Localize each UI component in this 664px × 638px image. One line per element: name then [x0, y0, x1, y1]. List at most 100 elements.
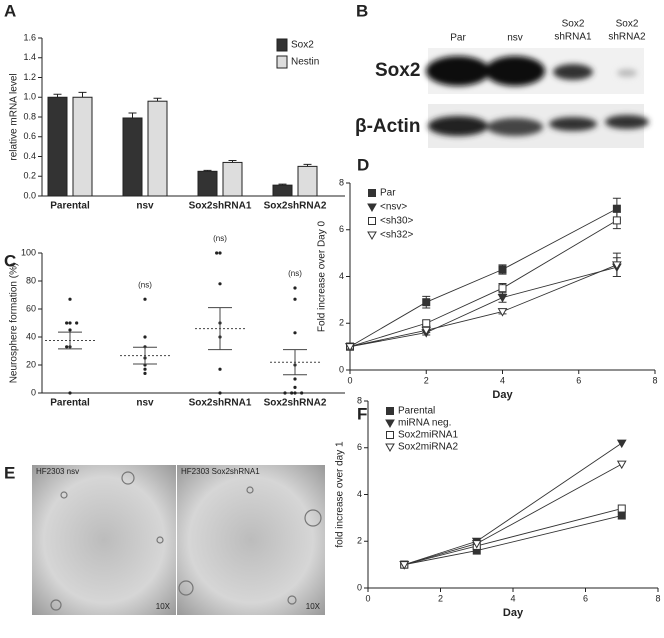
x-tick-label: 2 — [424, 375, 429, 385]
marker — [617, 511, 626, 520]
bands — [426, 56, 649, 136]
error-bar — [303, 163, 312, 167]
error-bar — [53, 93, 62, 98]
y-axis-label: fold increase over day 1 — [335, 441, 346, 548]
x-tick-label: Sox2shRNA2 — [264, 201, 327, 212]
x-tick-label: 8 — [655, 593, 660, 603]
dot — [293, 391, 297, 395]
x-tick-label: 6 — [583, 593, 588, 603]
row-label: Sox2 — [375, 60, 420, 81]
bar — [272, 184, 293, 197]
panel-label: E — [4, 463, 15, 482]
legend-marker — [367, 231, 377, 241]
micrographs: E HF2303 nsv HF2303 Sox2shRNA1 10X 10X — [4, 463, 325, 615]
dot — [293, 377, 297, 381]
legend-label: Nestin — [291, 57, 319, 68]
line — [349, 208, 618, 348]
dot — [293, 331, 297, 335]
x-tick-label: Sox2shRNA1 — [189, 201, 252, 212]
x-tick-label: Parental — [50, 201, 90, 212]
dot — [218, 251, 222, 255]
dot — [75, 321, 79, 325]
x-tick-label: 8 — [652, 375, 657, 385]
dot — [143, 335, 147, 339]
legend-marker — [386, 431, 394, 439]
panel-label: D — [357, 155, 369, 174]
x-tick-label: 6 — [576, 375, 581, 385]
y-tick-label: 6 — [357, 442, 362, 452]
x-tick-label: 2 — [438, 593, 443, 603]
legend-marker — [368, 189, 376, 197]
dot — [293, 385, 297, 389]
dot — [143, 297, 147, 301]
y-tick-label: 8 — [357, 395, 362, 405]
x-tick-label: 0 — [347, 375, 352, 385]
dot — [143, 371, 147, 375]
error-bar — [203, 169, 212, 172]
lane-label: Par — [450, 33, 466, 44]
y-tick-label: 2 — [357, 536, 362, 546]
legend-marker — [386, 407, 394, 415]
annotation: (ns) — [138, 280, 152, 289]
dot — [290, 391, 294, 395]
lane-label: shRNA1 — [554, 32, 592, 43]
lane-label: Sox2 — [562, 19, 585, 30]
legend-label: <sh30> — [380, 216, 414, 227]
panel-label: B — [356, 1, 368, 20]
dot — [65, 321, 69, 325]
y-tick-label: 0.4 — [23, 151, 36, 161]
y-tick-label: 0.6 — [23, 131, 36, 141]
x-axis-label: Day — [503, 607, 524, 619]
sem-bar — [208, 307, 232, 351]
x-tick-label: Sox2shRNA1 — [189, 398, 252, 409]
y-tick-label: 0.2 — [23, 171, 36, 181]
y-tick-label: 80 — [26, 275, 36, 285]
line — [349, 266, 617, 348]
micrograph — [32, 465, 176, 615]
dot — [218, 282, 222, 286]
dot — [300, 391, 304, 395]
legend-label: <nsv> — [380, 202, 407, 213]
western-blot: B Sox2 β-Actin Par nsv Sox2 shRNA1 Sox2 shRNA… — [355, 1, 649, 148]
bar — [297, 165, 318, 197]
cells — [50, 471, 322, 611]
marker — [422, 298, 431, 307]
bar — [222, 161, 243, 197]
legend-label: Sox2miRNA1 — [398, 430, 458, 441]
image-caption: HF2303 Sox2shRNA1 — [181, 467, 260, 476]
y-tick-label: 4 — [339, 271, 344, 281]
y-axis-label: Neurosphere formation (%) — [9, 263, 20, 384]
legend-marker — [367, 203, 377, 213]
line — [349, 220, 618, 348]
y-tick-label: 1.0 — [23, 92, 36, 102]
y-tick-label: 1.2 — [23, 72, 36, 82]
line — [404, 463, 622, 566]
y-tick-label: 0 — [339, 364, 344, 374]
x-tick-label: 4 — [500, 375, 505, 385]
panel-label: A — [4, 1, 16, 20]
lane-labels: Par nsv Sox2 shRNA1 Sox2 shRNA2 — [450, 19, 646, 44]
dot — [68, 297, 72, 301]
bar — [147, 100, 168, 197]
x-tick-label: Sox2shRNA2 — [264, 398, 327, 409]
marker — [612, 216, 621, 225]
marker — [345, 343, 355, 352]
magnification: 10X — [306, 602, 321, 611]
dot — [68, 391, 72, 395]
magnification: 10X — [156, 602, 171, 611]
y-tick-label: 1.4 — [23, 52, 36, 62]
error-bar — [78, 91, 87, 98]
micrograph — [177, 465, 325, 615]
bar — [72, 96, 93, 197]
legend-label: Parental — [398, 406, 435, 417]
x-axis-label: Day — [492, 389, 513, 401]
bar — [47, 96, 68, 197]
x-tick-label: Parental — [50, 398, 90, 409]
sem-bar — [133, 346, 157, 365]
dot — [283, 391, 287, 395]
sem-bar — [283, 349, 307, 376]
bar — [122, 117, 143, 197]
marker — [421, 326, 432, 336]
y-tick-label: 8 — [339, 177, 344, 187]
